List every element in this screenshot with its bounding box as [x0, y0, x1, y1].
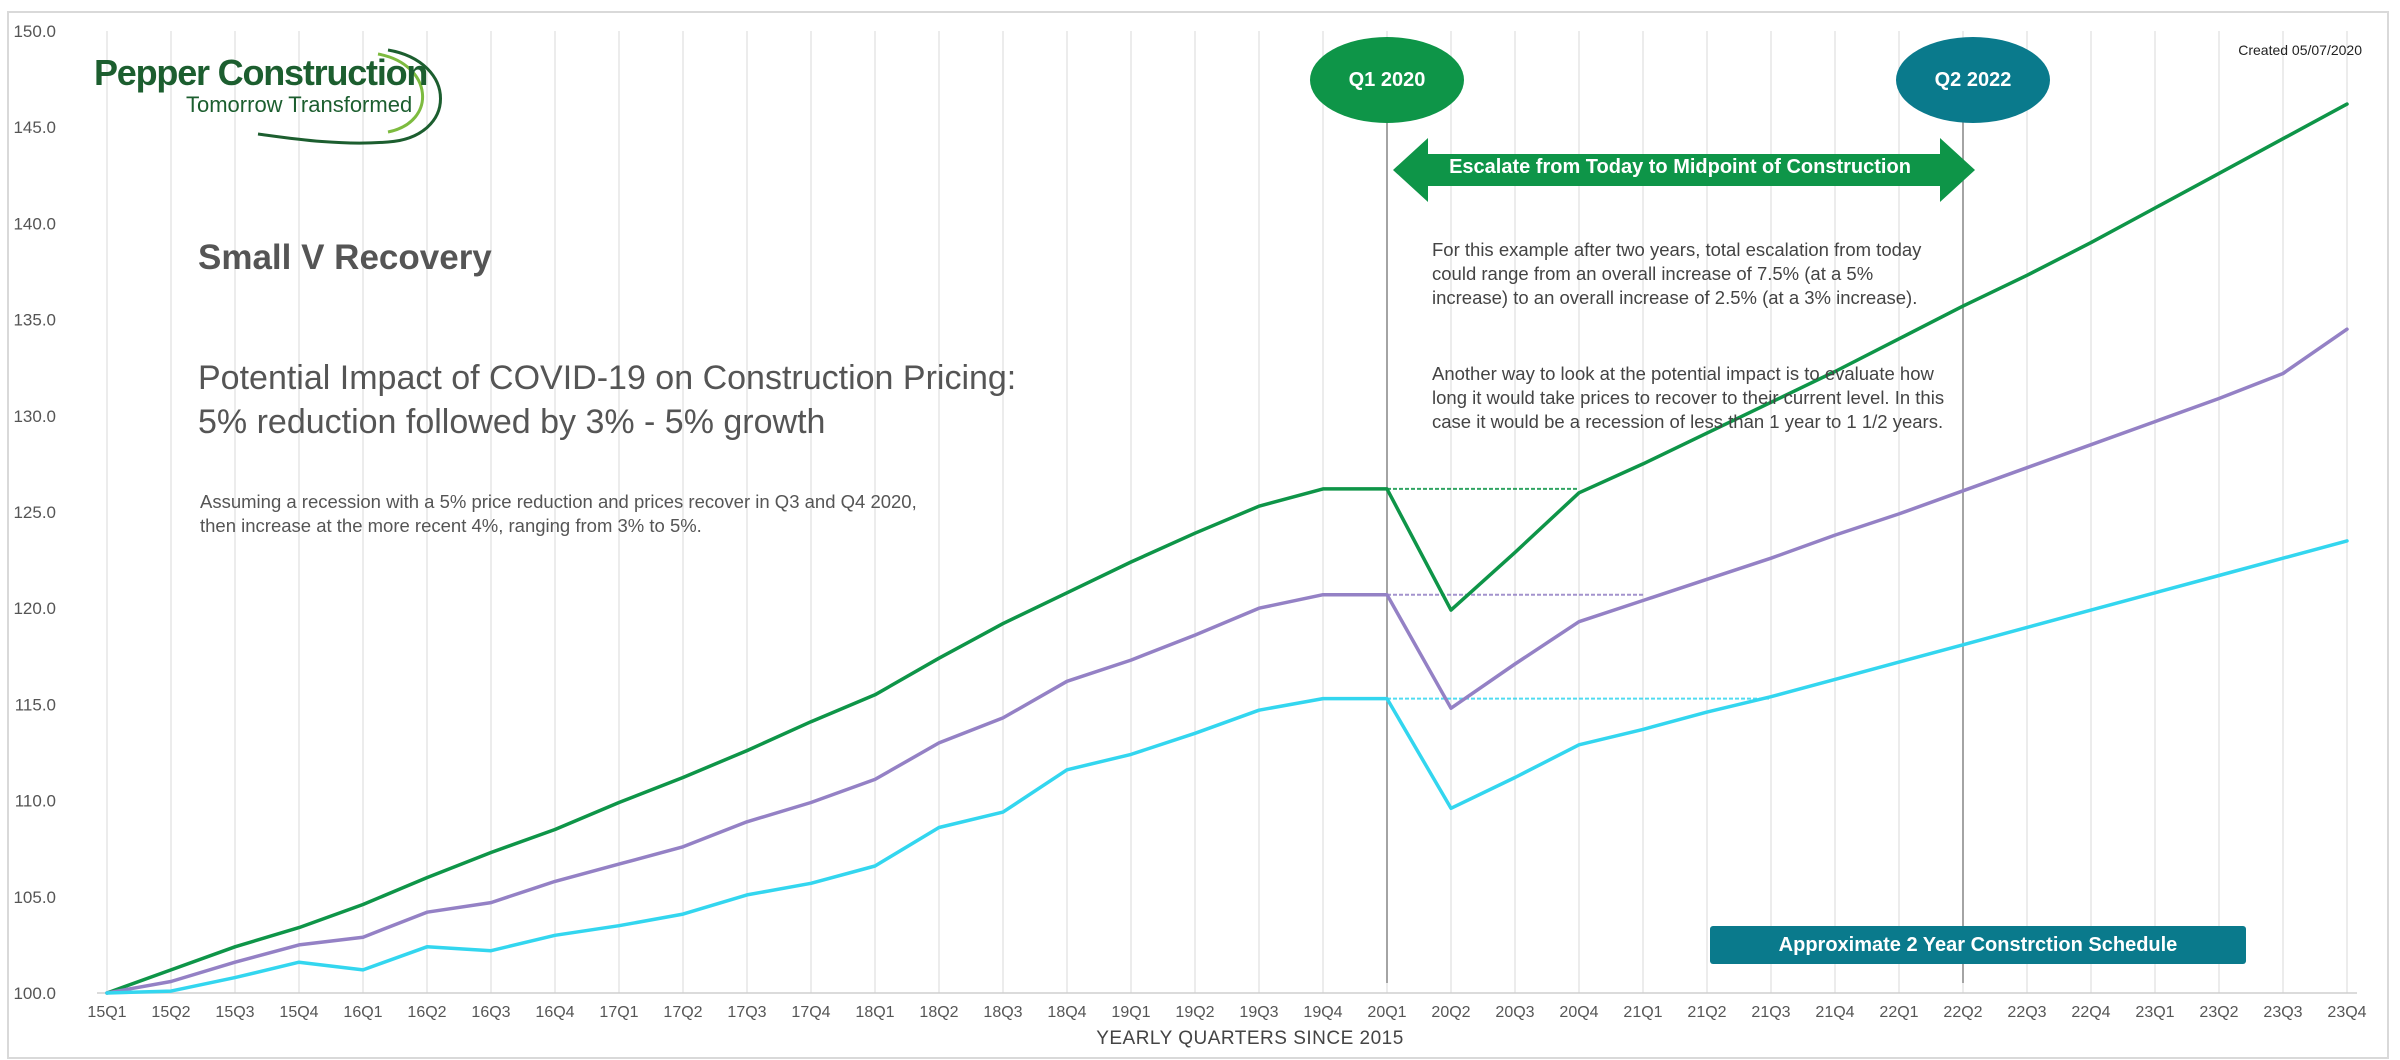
assumption-line-2: then increase at the more recent 4%, ran…: [200, 515, 702, 536]
series-line-purple: [105, 327, 2349, 995]
x-tick-label: 23Q3: [2263, 1004, 2302, 1021]
y-tick-labels: 100.0 105.0 110.0 115.0 120.0 125.0 130.0 135.0…: [13, 22, 56, 1003]
x-tick-label: 21Q2: [1687, 1004, 1726, 1021]
x-tick-label: 23Q2: [2199, 1004, 2238, 1021]
x-tick-label: 21Q3: [1751, 1004, 1790, 1021]
x-tick-labels: 15Q1 15Q2 15Q3 15Q4 16Q1 16Q2 16Q3 16Q4 17Q1 17Q2…: [87, 1004, 2366, 1021]
grid-lines: [97, 31, 2357, 994]
x-tick-label: 18Q1: [855, 1004, 894, 1021]
y-tick-label: 140.0: [13, 214, 56, 233]
created-date: Created 05/07/2020: [2238, 42, 2362, 58]
time-markers: [1386, 120, 1964, 983]
y-tick-label: 125.0: [13, 503, 56, 522]
company-logo: Pepper Construction Tomorrow Transformed: [88, 42, 468, 152]
x-tick-label: 19Q1: [1111, 1004, 1150, 1021]
y-tick-label: 145.0: [13, 118, 56, 137]
x-tick-label: 16Q2: [407, 1004, 446, 1021]
reference-levels: [1387, 487, 1771, 700]
schedule-label-box: Approximate 2 Year Constrction Schedule: [1710, 926, 2246, 964]
x-tick-label: 22Q2: [1943, 1004, 1982, 1021]
x-tick-label: 22Q1: [1879, 1004, 1918, 1021]
x-axis-title: YEARLY QUARTERS SINCE 2015: [1096, 1028, 1404, 1049]
logo-swoosh-icon: [257, 48, 442, 145]
x-tick-label: 21Q1: [1623, 1004, 1662, 1021]
y-tick-label: 150.0: [13, 22, 56, 41]
x-tick-label: 17Q4: [791, 1004, 830, 1021]
escalate-arrow-shape: [1393, 138, 1975, 202]
x-tick-label: 15Q3: [215, 1004, 254, 1021]
headline-line-1: Potential Impact of COVID-19 on Construc…: [198, 359, 1017, 397]
y-tick-label: 110.0: [15, 792, 56, 811]
x-tick-label: 16Q3: [471, 1004, 510, 1021]
x-tick-label: 20Q1: [1367, 1004, 1406, 1021]
x-tick-label: 21Q4: [1815, 1004, 1854, 1021]
x-tick-label: 15Q1: [87, 1004, 126, 1021]
y-tick-label: 120.0: [13, 599, 56, 618]
y-tick-label: 135.0: [13, 311, 56, 330]
x-tick-label: 18Q4: [1047, 1004, 1086, 1021]
series-line-green: [105, 102, 2349, 995]
x-tick-label: 23Q1: [2135, 1004, 2174, 1021]
escalate-arrow: [1393, 138, 1975, 202]
x-tick-label: 17Q1: [599, 1004, 638, 1021]
y-tick-label: 100.0: [13, 984, 56, 1003]
series-line-cyan: [105, 539, 2349, 995]
company-tagline: Tomorrow Transformed: [186, 92, 413, 117]
x-tick-label: 22Q4: [2071, 1004, 2110, 1021]
start-quarter-badge: Q1 2020: [1310, 37, 1464, 123]
chart-title: Small V Recovery: [198, 238, 492, 277]
x-tick-label: 17Q2: [663, 1004, 702, 1021]
headline: Potential Impact of COVID-19 on Construc…: [198, 356, 1016, 444]
x-tick-label: 17Q3: [727, 1004, 766, 1021]
y-tick-label: 105.0: [13, 888, 56, 907]
series-lines: [105, 102, 2349, 995]
x-tick-label: 23Q4: [2327, 1004, 2366, 1021]
company-name: Pepper Construction: [94, 52, 428, 93]
escalate-arrow-label: Escalate from Today to Midpoint of Const…: [1449, 156, 1911, 178]
x-tick-label: 16Q1: [343, 1004, 382, 1021]
x-tick-label: 15Q2: [151, 1004, 190, 1021]
x-tick-label: 18Q3: [983, 1004, 1022, 1021]
chart-border: [7, 11, 2389, 1059]
x-tick-label: 22Q3: [2007, 1004, 2046, 1021]
x-tick-label: 19Q3: [1239, 1004, 1278, 1021]
x-tick-label: 16Q4: [535, 1004, 574, 1021]
x-tick-label: 20Q4: [1559, 1004, 1598, 1021]
y-tick-label: 130.0: [13, 407, 56, 426]
x-tick-label: 19Q4: [1303, 1004, 1342, 1021]
y-tick-label: 115.0: [15, 695, 56, 714]
escalation-note: For this example after two years, total …: [1432, 239, 1922, 308]
assumption-text: Assuming a recession with a 5% price red…: [200, 490, 917, 538]
end-quarter-badge: Q2 2022: [1896, 37, 2050, 123]
x-tick-label: 19Q2: [1175, 1004, 1214, 1021]
headline-line-2: 5% reduction followed by 3% - 5% growth: [198, 403, 826, 441]
assumption-line-1: Assuming a recession with a 5% price red…: [200, 491, 917, 512]
x-tick-label: 15Q4: [279, 1004, 318, 1021]
recovery-note: Another way to look at the potential imp…: [1432, 363, 1945, 432]
x-tick-label: 20Q2: [1431, 1004, 1470, 1021]
x-tick-label: 20Q3: [1495, 1004, 1534, 1021]
x-tick-label: 18Q2: [919, 1004, 958, 1021]
